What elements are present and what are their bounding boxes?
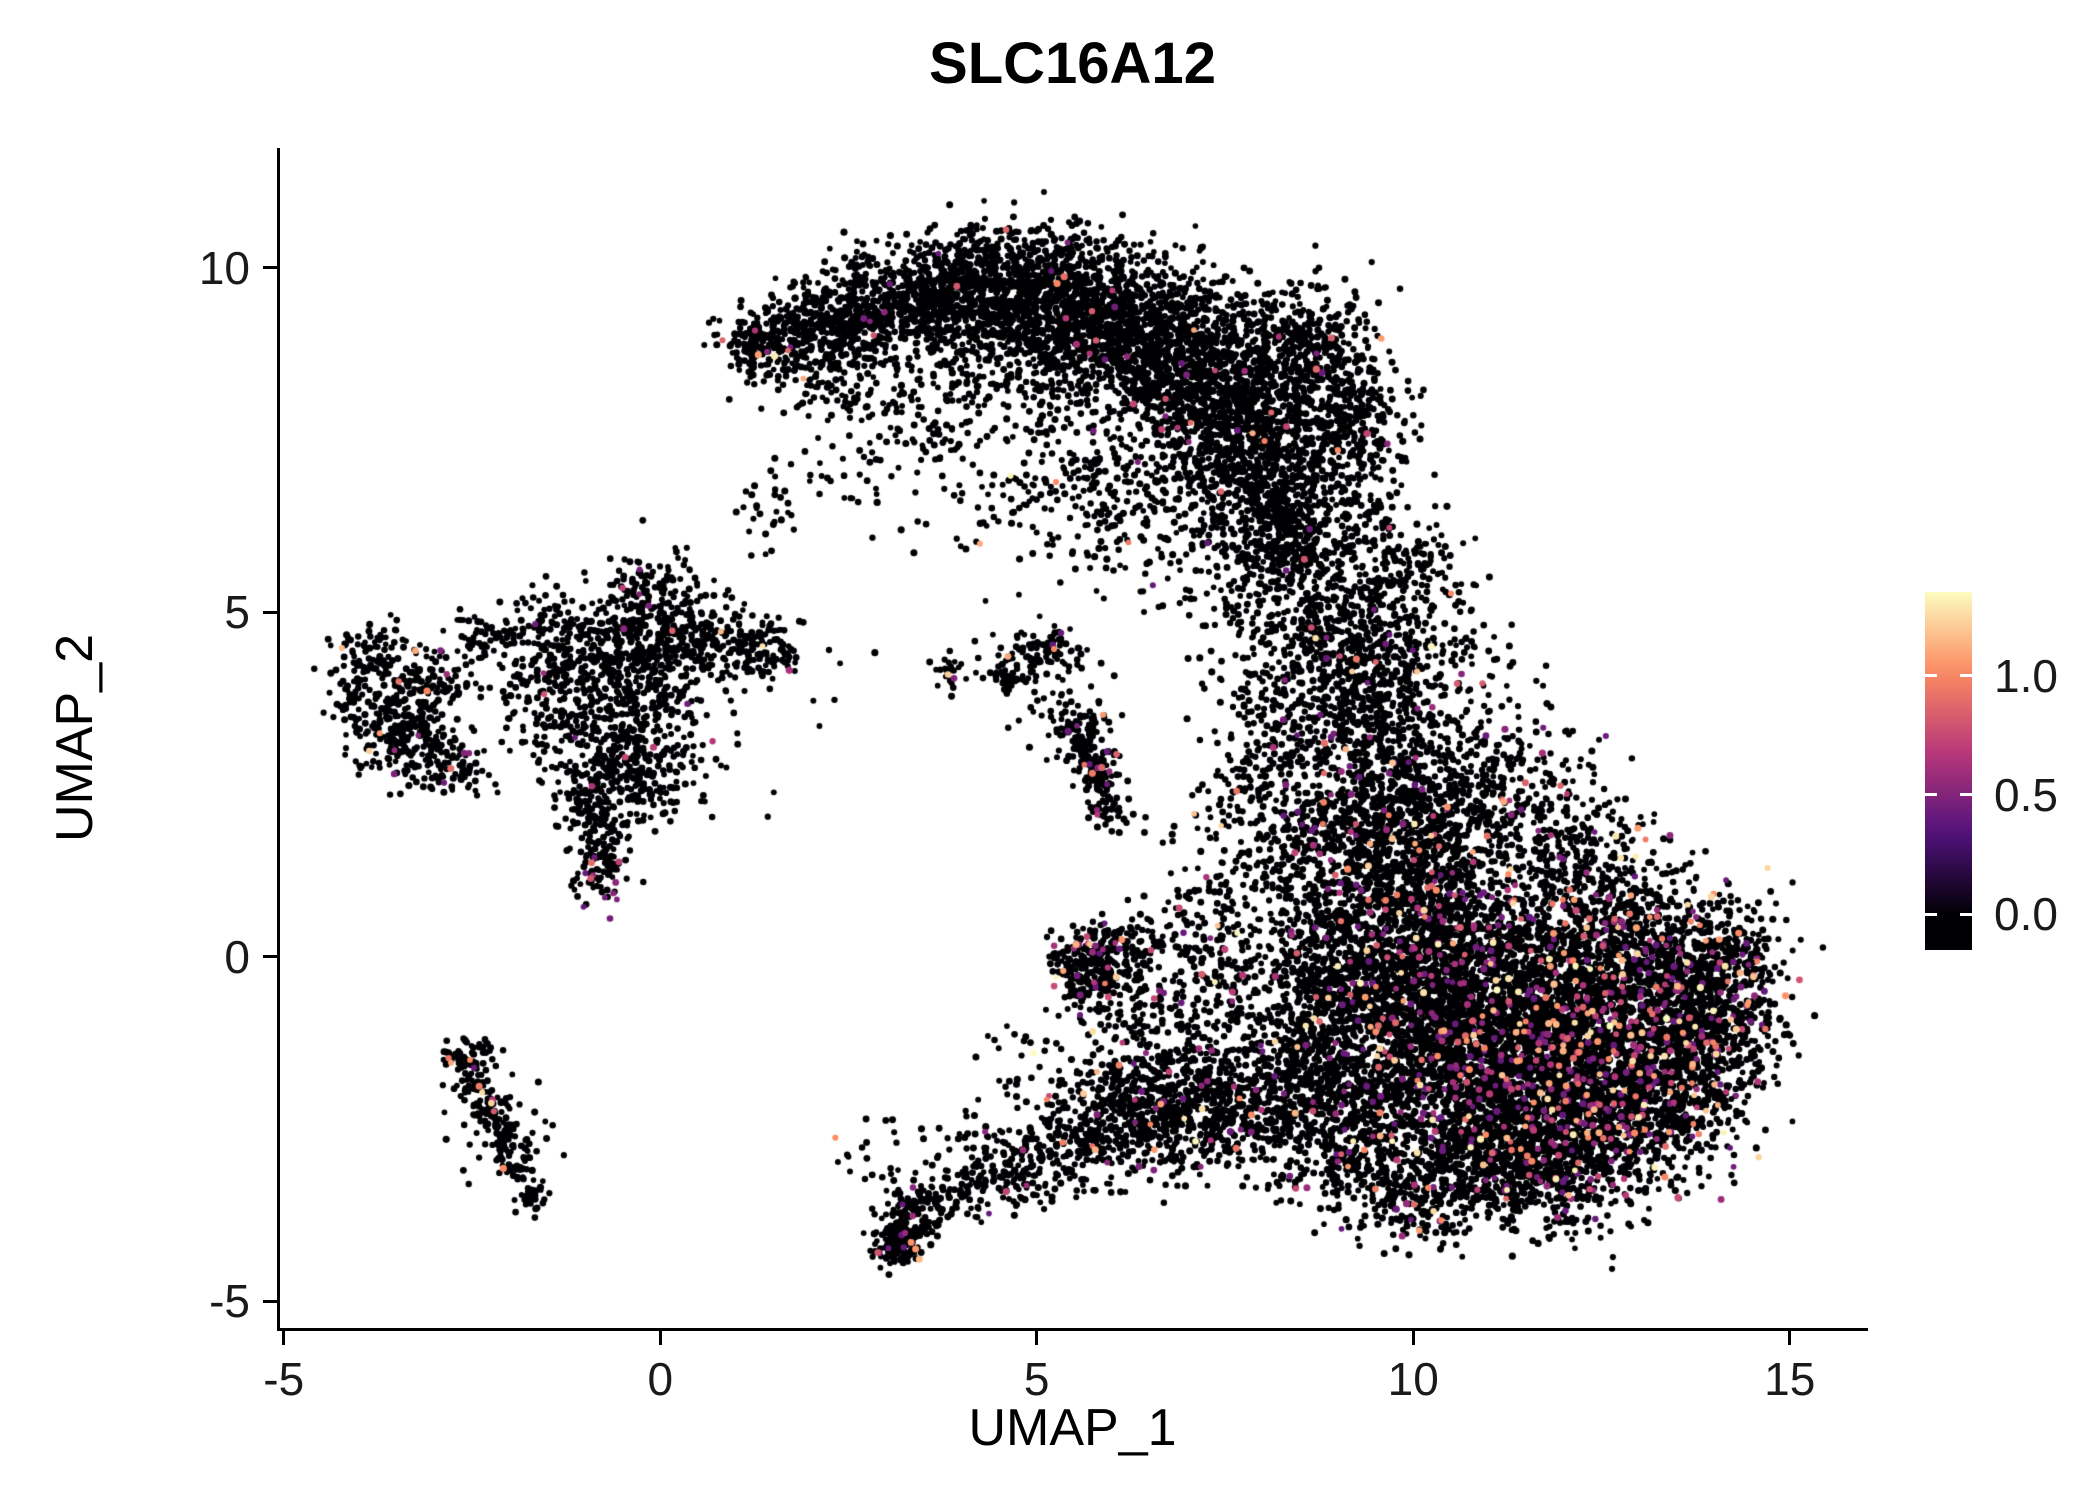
x-axis-line xyxy=(277,1328,1868,1331)
x-tick-mark xyxy=(1035,1331,1039,1345)
x-tick-label: 0 xyxy=(647,1353,674,1405)
x-axis-title: UMAP_1 xyxy=(968,1399,1177,1457)
x-tick-mark xyxy=(282,1331,286,1345)
x-tick-label: 5 xyxy=(1023,1353,1050,1405)
x-tick-label: -5 xyxy=(263,1353,305,1405)
colorbar-tick-label: 0.5 xyxy=(1994,768,2058,821)
colorbar-tick-mark xyxy=(1925,912,1937,916)
y-axis-title: UMAP_2 xyxy=(46,633,104,843)
expression-colorbar xyxy=(1925,592,1972,950)
y-tick-mark xyxy=(263,1299,277,1303)
y-tick-label: 10 xyxy=(198,241,250,294)
x-tick-label: 15 xyxy=(1764,1353,1816,1405)
colorbar-tick-mark xyxy=(1960,674,1972,678)
y-tick-label: -5 xyxy=(209,1275,250,1328)
y-axis-line xyxy=(277,148,280,1331)
colorbar-tick-mark xyxy=(1925,674,1937,678)
colorbar-tick-mark xyxy=(1960,793,1972,797)
plot-title: SLC16A12 xyxy=(929,31,1216,96)
x-tick-label: 10 xyxy=(1387,1353,1439,1405)
y-tick-label: 5 xyxy=(224,586,250,639)
x-tick-mark xyxy=(658,1331,662,1345)
y-tick-mark xyxy=(263,955,277,959)
y-tick-label: 0 xyxy=(224,930,250,983)
x-tick-mark xyxy=(1411,1331,1415,1345)
y-tick-mark xyxy=(263,610,277,614)
y-tick-mark xyxy=(263,266,277,270)
colorbar-tick-label: 0.0 xyxy=(1994,888,2058,941)
colorbar-tick-mark xyxy=(1925,793,1937,797)
colorbar-tick-mark xyxy=(1960,912,1972,916)
colorbar-tick-label: 1.0 xyxy=(1994,649,2058,702)
x-tick-mark xyxy=(1788,1331,1792,1345)
